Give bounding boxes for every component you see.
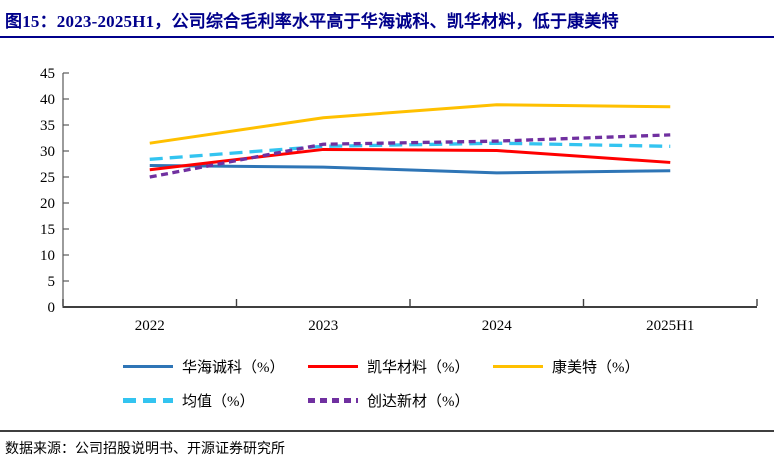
- legend-label: 凯华材料（%）: [367, 360, 470, 376]
- legend-label: 华海诚科（%）: [182, 360, 285, 376]
- figure-title: 图15：2023-2025H1，公司综合毛利率水平高于华海诚科、凯华材料，低于康…: [0, 0, 774, 38]
- legend-item-kangmeite: 康美特（%）: [493, 356, 640, 377]
- y-axis-tick-label: 35: [40, 118, 55, 134]
- y-axis-tick-label: 15: [40, 222, 55, 238]
- x-axis-tick-label: 2024: [482, 318, 513, 334]
- series-line-2: [149, 103, 671, 145]
- y-axis-tick-label: 5: [48, 274, 56, 290]
- legend-row-1: 华海诚科（%） 凯华材料（%） 康美特（%）: [123, 356, 774, 377]
- legend-row-2: 均值（%） 创达新材（%）: [123, 390, 774, 411]
- x-axis-tick-label: 2023: [308, 318, 338, 334]
- legend-label: 创达新材（%）: [367, 394, 470, 410]
- y-axis-tick-label: 20: [40, 196, 55, 212]
- legend-label: 均值（%）: [182, 394, 255, 410]
- legend-swatch-red-line-icon: [308, 364, 358, 369]
- data-source-note: 数据来源：公司招股说明书、开源证券研究所: [0, 430, 774, 458]
- legend-item-kaihuacailiao: 凯华材料（%）: [308, 356, 493, 377]
- line-chart: 0 5 10 15 20 25 30 35 40 45 2022 2023 2024 2025H1: [40, 66, 758, 334]
- y-axis-tick-label: 30: [40, 144, 55, 160]
- legend-swatch-blue-line-icon: [123, 364, 173, 369]
- series-line-3: [149, 141, 671, 161]
- y-axis-tick-label: 10: [40, 248, 55, 264]
- series-line-0: [149, 164, 671, 175]
- x-axis-tick-label: 2025H1: [646, 318, 694, 334]
- legend-swatch-purple-dash-icon: [308, 398, 358, 403]
- legend-swatch-lightblue-dash-icon: [123, 398, 173, 403]
- legend-item-huahaichengke: 华海诚科（%）: [123, 356, 308, 377]
- y-axis-tick-label: 40: [40, 92, 55, 108]
- legend-swatch-yellow-line-icon: [493, 364, 543, 369]
- y-axis-tick-label: 45: [40, 66, 55, 82]
- x-axis-tick-label: 2022: [135, 318, 165, 334]
- legend-item-junzhi: 均值（%）: [123, 390, 308, 411]
- chart-legend: 华海诚科（%） 凯华材料（%） 康美特（%） 均值（%） 创达新材（%）: [123, 356, 774, 411]
- legend-item-chuangdaxincai: 创达新材（%）: [308, 390, 470, 411]
- series-line-1: [149, 147, 671, 172]
- y-axis-tick-label: 25: [40, 170, 55, 186]
- legend-label: 康美特（%）: [552, 360, 640, 376]
- y-axis-tick-label: 0: [48, 300, 56, 316]
